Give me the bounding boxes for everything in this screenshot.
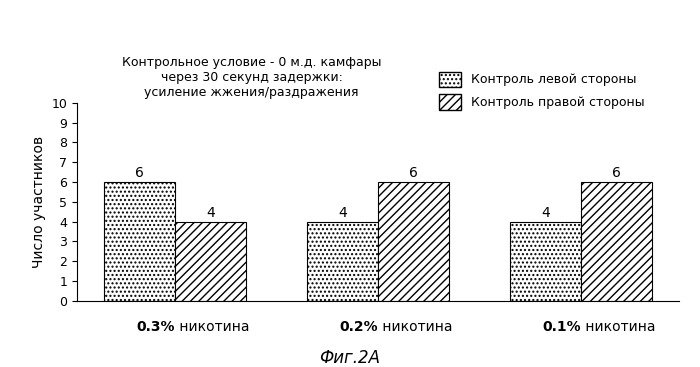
- Text: 0.2%: 0.2%: [340, 320, 378, 334]
- Text: 6: 6: [135, 166, 144, 180]
- Text: Фиг.2А: Фиг.2А: [319, 349, 381, 367]
- Legend: Контроль левой стороны, Контроль правой стороны: Контроль левой стороны, Контроль правой …: [433, 65, 651, 116]
- Text: никотина: никотина: [581, 320, 655, 334]
- Bar: [510, 222, 581, 301]
- Text: никотина: никотина: [175, 320, 250, 334]
- Text: 4: 4: [206, 206, 215, 220]
- Text: 6: 6: [612, 166, 621, 180]
- Bar: [378, 182, 449, 301]
- Text: 6: 6: [409, 166, 418, 180]
- Text: 4: 4: [338, 206, 347, 220]
- Text: Контрольное условие - 0 м.д. камфары
через 30 секунд задержки:
усиление жжения/р: Контрольное условие - 0 м.д. камфары чер…: [122, 56, 382, 99]
- Bar: [175, 222, 246, 301]
- Bar: [104, 182, 175, 301]
- Text: 4: 4: [541, 206, 550, 220]
- Text: никотина: никотина: [378, 320, 452, 334]
- Bar: [581, 182, 652, 301]
- Text: 0.3%: 0.3%: [136, 320, 175, 334]
- Text: 0.1%: 0.1%: [542, 320, 581, 334]
- Y-axis label: Число участников: Число участников: [32, 136, 46, 268]
- Bar: [307, 222, 378, 301]
